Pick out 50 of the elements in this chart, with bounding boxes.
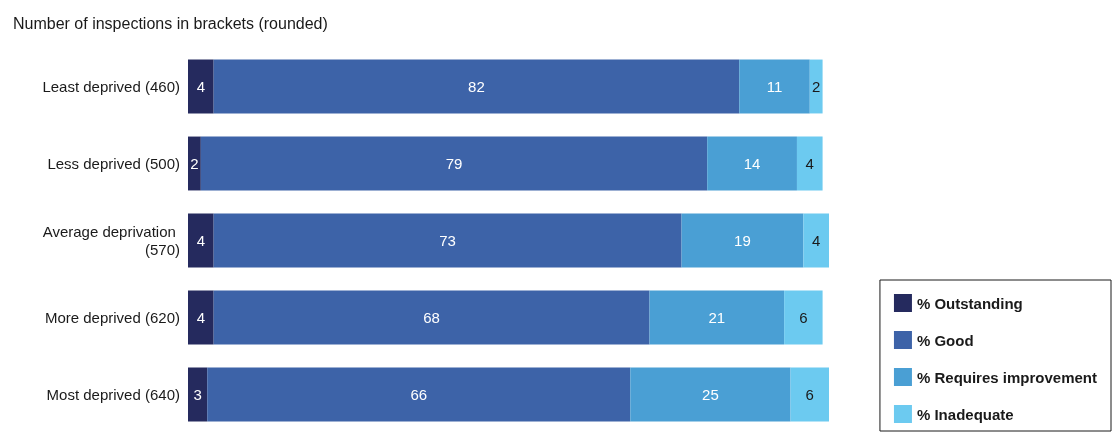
data-label: 79	[445, 155, 463, 172]
legend-label: % Inadequate	[916, 405, 1014, 423]
bar	[739, 59, 810, 114]
data-label: 73	[439, 232, 456, 249]
y-tick-label: Less deprived (500)	[47, 155, 180, 172]
bar	[207, 367, 631, 422]
bar	[188, 367, 208, 422]
legend-label: % Outstanding	[916, 294, 1023, 312]
data-label: 82	[468, 78, 485, 95]
data-label: 68	[423, 309, 440, 326]
data-label: 25	[702, 386, 719, 403]
data-label: 14	[743, 155, 761, 172]
bar	[188, 59, 214, 114]
bar	[707, 136, 797, 191]
bar	[188, 213, 214, 268]
data-label: 4	[196, 232, 205, 249]
data-label: 6	[805, 386, 814, 403]
data-label: 66	[410, 386, 428, 403]
bar	[681, 213, 804, 268]
bar	[188, 290, 214, 345]
data-label: 11	[766, 78, 783, 95]
legend-label: % Requires improvement	[916, 368, 1098, 386]
bar	[790, 367, 829, 422]
data-label: 2	[190, 155, 199, 172]
bar	[809, 59, 823, 114]
bar	[784, 290, 823, 345]
data-label: 4	[805, 155, 814, 172]
y-tick-label: Most deprived (640)	[46, 386, 180, 403]
data-label: 4	[812, 232, 821, 249]
bar	[649, 290, 785, 345]
bar	[796, 136, 823, 191]
bar	[803, 213, 829, 268]
bar	[188, 136, 201, 191]
bar	[213, 290, 650, 345]
chart-title: Number of inspections in brackets (rounded)	[13, 14, 328, 32]
data-label: 4	[196, 78, 205, 95]
data-label: 21	[708, 309, 726, 326]
legend-label: % Good	[916, 331, 974, 349]
data-label: 19	[734, 232, 751, 249]
y-tick-label: More deprived (620)	[44, 309, 180, 326]
data-label: 6	[799, 309, 808, 326]
bar	[213, 59, 740, 114]
bar	[200, 136, 708, 191]
bar	[630, 367, 791, 422]
data-label: 2	[812, 78, 821, 95]
y-tick-label: Average deprivation (570)	[42, 223, 180, 258]
y-tick-label: Least deprived (460)	[42, 78, 180, 95]
data-label: 3	[193, 386, 202, 403]
bar	[213, 213, 682, 268]
data-label: 4	[196, 309, 205, 326]
